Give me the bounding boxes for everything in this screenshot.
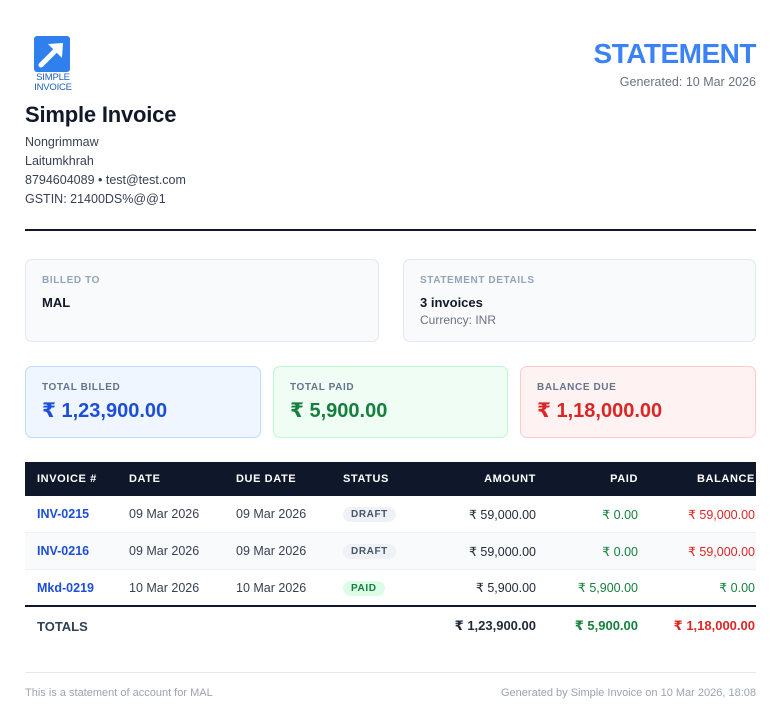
invoice-amount: ₹ 59,000.00 xyxy=(468,507,536,522)
document-title: STATEMENT xyxy=(593,38,757,69)
total-billed-card: TOTAL BILLED ₹ 1,23,900.00 xyxy=(25,366,261,438)
invoice-amount: ₹ 59,000.00 xyxy=(468,544,536,559)
invoice-balance: ₹ 59,000.00 xyxy=(687,507,755,522)
invoice-count: 3 invoices xyxy=(420,295,483,310)
invoice-link[interactable]: INV-0215 xyxy=(37,507,90,521)
total-billed-label: TOTAL BILLED xyxy=(42,382,121,393)
balance-due-label: BALANCE DUE xyxy=(537,382,617,393)
generated-date: Generated: 10 Mar 2026 xyxy=(619,75,756,89)
invoice-date: 09 Mar 2026 xyxy=(129,544,200,558)
company-gstin: GSTIN: 21400DS%@@1 xyxy=(25,192,166,206)
totals-amount: ₹ 1,23,900.00 xyxy=(454,618,536,633)
status-badge: PAID xyxy=(343,580,385,596)
arrow-up-right-icon xyxy=(34,36,70,72)
billed-to-card: BILLED TO MAL xyxy=(25,259,379,342)
company-name: Simple Invoice xyxy=(25,102,177,127)
invoice-due-date: 10 Mar 2026 xyxy=(236,580,307,595)
totals-balance: ₹ 1,18,000.00 xyxy=(673,618,755,633)
column-status: STATUS xyxy=(343,473,389,485)
total-paid-card: TOTAL PAID ₹ 5,900.00 xyxy=(273,366,508,438)
column-date: DATE xyxy=(129,473,161,485)
invoice-due-date: 09 Mar 2026 xyxy=(236,544,307,558)
footer-note: This is a statement of account for MAL xyxy=(25,687,213,699)
invoice-date: 10 Mar 2026 xyxy=(129,580,200,595)
invoice-link[interactable]: Mkd-0219 xyxy=(37,580,94,595)
balance-due-value: ₹ 1,18,000.00 xyxy=(537,400,663,422)
currency: Currency: INR xyxy=(420,313,497,327)
table-row: INV-0215 09 Mar 2026 09 Mar 2026 DRAFT ₹… xyxy=(25,496,756,533)
invoice-link[interactable]: INV-0216 xyxy=(37,544,90,558)
footer-generated: Generated by Simple Invoice on 10 Mar 20… xyxy=(501,687,756,699)
invoice-balance: ₹ 0.00 xyxy=(719,581,755,595)
column-due-date: DUE DATE xyxy=(236,473,297,485)
billed-to-label: BILLED TO xyxy=(42,275,100,286)
statement-details-card: STATEMENT DETAILS 3 invoices Currency: I… xyxy=(403,259,756,342)
table-row: INV-0216 09 Mar 2026 09 Mar 2026 DRAFT ₹… xyxy=(25,533,756,570)
column-paid: PAID xyxy=(610,473,638,485)
invoice-balance: ₹ 59,000.00 xyxy=(687,544,755,559)
balance-due-card: BALANCE DUE ₹ 1,18,000.00 xyxy=(520,366,756,438)
column-amount: AMOUNT xyxy=(484,473,536,485)
total-paid-label: TOTAL PAID xyxy=(290,382,355,393)
logo-line-2: INVOICE xyxy=(34,82,72,93)
column-invoice-number: INVOICE # xyxy=(37,473,97,485)
invoice-paid: ₹ 0.00 xyxy=(602,507,638,522)
invoice-amount: ₹ 5,900.00 xyxy=(475,581,536,595)
table-row: Mkd-0219 10 Mar 2026 10 Mar 2026 PAID ₹ … xyxy=(25,570,756,607)
total-billed-value: ₹ 1,23,900.00 xyxy=(42,400,168,422)
status-badge: DRAFT xyxy=(343,507,396,522)
billed-to-name: MAL xyxy=(42,295,71,310)
statement-details-label: STATEMENT DETAILS xyxy=(420,275,535,286)
invoice-paid: ₹ 0.00 xyxy=(602,544,638,559)
totals-row: TOTALS ₹ 1,23,900.00 ₹ 5,900.00 ₹ 1,18,0… xyxy=(25,607,756,645)
invoice-paid: ₹ 5,900.00 xyxy=(577,581,638,595)
header-divider xyxy=(25,229,756,231)
company-contact: 8794604089 • test@test.com xyxy=(25,173,186,187)
logo-line-1: SIMPLE xyxy=(36,72,70,83)
table-header: INVOICE # DATE DUE DATE STATUS AMOUNT PA… xyxy=(25,462,756,496)
invoice-due-date: 09 Mar 2026 xyxy=(236,507,307,521)
address-line-2: Laitumkhrah xyxy=(25,154,94,168)
status-badge: DRAFT xyxy=(343,544,396,559)
invoice-date: 09 Mar 2026 xyxy=(129,507,200,521)
address-line-1: Nongrimmaw xyxy=(25,135,99,149)
footer-divider xyxy=(25,672,756,673)
company-logo: SIMPLE INVOICE xyxy=(30,36,80,93)
invoices-table: INVOICE # DATE DUE DATE STATUS AMOUNT PA… xyxy=(25,462,756,645)
totals-label: TOTALS xyxy=(37,618,88,634)
logo-text: SIMPLE INVOICE xyxy=(30,73,76,93)
total-paid-value: ₹ 5,900.00 xyxy=(290,400,388,422)
totals-paid: ₹ 5,900.00 xyxy=(574,618,638,633)
column-balance: BALANCE xyxy=(697,473,755,485)
